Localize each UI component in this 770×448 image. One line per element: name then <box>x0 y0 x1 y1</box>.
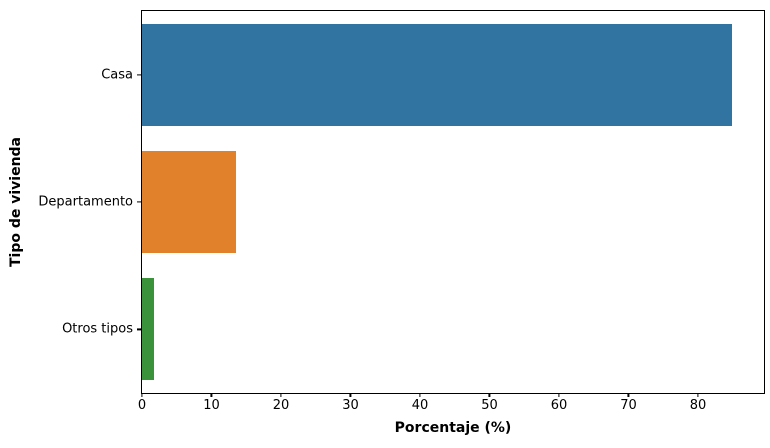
x-tick-label-60: 60 <box>550 398 568 413</box>
x-tick-mark <box>210 393 213 397</box>
x-tick-mark <box>697 393 699 397</box>
x-tick-mark <box>419 393 421 397</box>
x-tick-mark <box>627 393 630 397</box>
y-tick-mark <box>137 201 141 203</box>
y-tick-label-otros-tipos: Otros tipos <box>62 321 133 337</box>
bar-otros-tipos <box>142 278 154 381</box>
x-tick-label-10: 10 <box>203 398 220 413</box>
x-tick-label-50: 50 <box>481 398 498 413</box>
x-tick-label-30: 30 <box>342 398 359 413</box>
x-tick-label-0: 0 <box>137 398 147 413</box>
x-tick-mark <box>349 393 352 397</box>
x-axis-title: Porcentaje (%) <box>394 420 512 436</box>
x-tick-label-80: 80 <box>689 398 707 413</box>
x-tick-mark <box>558 393 560 397</box>
bar-departamento <box>142 151 236 253</box>
y-tick-mark <box>137 328 141 330</box>
y-tick-label-casa: Casa <box>101 67 133 83</box>
y-axis-title: Tipo de vivienda <box>8 136 24 268</box>
bar-casa <box>142 23 733 126</box>
x-tick-mark <box>141 393 143 397</box>
x-tick-mark <box>280 393 282 397</box>
x-tick-label-40: 40 <box>411 398 429 413</box>
y-tick-label-departamento: Departamento <box>38 194 133 210</box>
plot-area: Casa Departamento Otros tipos 0 10 20 30 40 50 60… <box>38 10 765 412</box>
x-tick-mark <box>488 393 491 397</box>
x-tick-label-70: 70 <box>620 398 637 413</box>
x-tick-label-20: 20 <box>272 398 290 413</box>
y-tick-mark <box>137 74 141 76</box>
